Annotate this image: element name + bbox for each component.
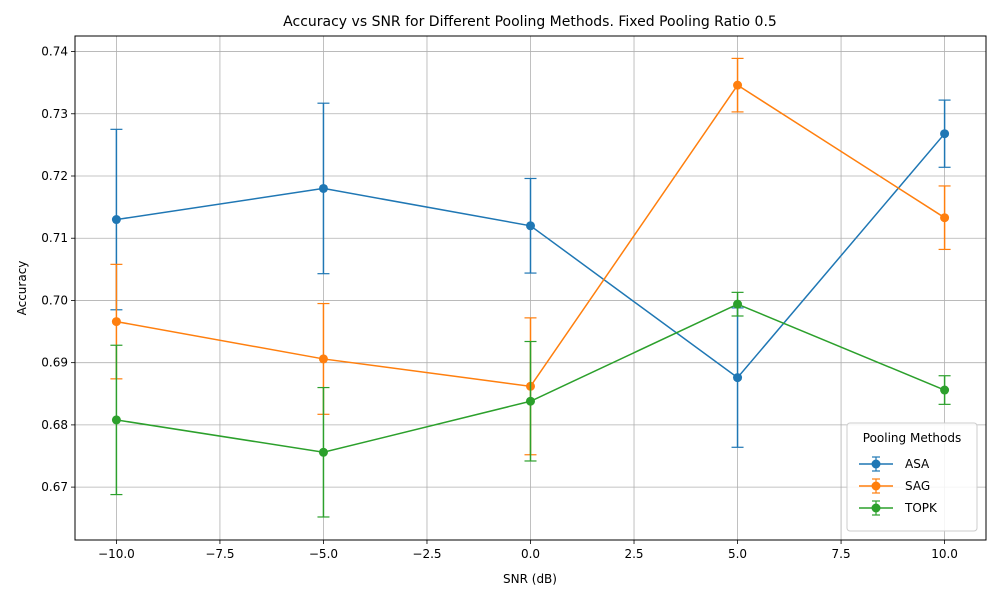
legend-title: Pooling Methods xyxy=(863,431,961,445)
y-tick-label: 0.71 xyxy=(41,231,68,245)
x-tick-label: −10.0 xyxy=(98,547,135,561)
sag-point xyxy=(111,317,121,327)
legend-frame xyxy=(846,422,978,532)
x-axis: −10.0 −7.5 −5.0 −2.5 0.0 2.5 5.0 7.5 10.0 xyxy=(98,540,958,561)
x-tick-label: −2.5 xyxy=(412,547,441,561)
y-tick-label: 0.74 xyxy=(41,45,68,59)
y-tick-label: 0.72 xyxy=(41,169,68,183)
x-tick-label: 5.0 xyxy=(728,547,747,561)
x-tick-label: 2.5 xyxy=(624,547,643,561)
legend-asa-marker xyxy=(871,459,881,469)
topk-point xyxy=(526,396,535,406)
x-tick-label: −7.5 xyxy=(205,547,234,561)
legend-sag-label: SAG xyxy=(905,479,930,493)
topk-point xyxy=(940,385,950,395)
topk-point xyxy=(733,299,743,309)
series-asa xyxy=(110,99,951,448)
legend-topk-label: TOPK xyxy=(904,501,938,515)
y-tick-label: 0.69 xyxy=(41,356,68,370)
x-tick-label: 7.5 xyxy=(832,547,851,561)
topk-point xyxy=(111,415,121,425)
x-tick-label: 0.0 xyxy=(521,547,540,561)
asa-point xyxy=(111,215,121,225)
y-tick-label: 0.67 xyxy=(41,480,68,494)
y-axis: 0.67 0.68 0.69 0.70 0.71 0.72 0.73 0.74 xyxy=(41,45,75,494)
legend-asa-label: ASA xyxy=(905,457,930,471)
y-tick-label: 0.73 xyxy=(41,107,68,121)
legend: Pooling Methods ASA SAG TOPK xyxy=(846,422,978,532)
sag-point xyxy=(940,213,950,223)
sag-point xyxy=(318,354,328,364)
y-tick-label: 0.70 xyxy=(41,293,68,307)
series-topk xyxy=(110,291,951,518)
asa-point xyxy=(940,129,950,139)
chart-title: Accuracy vs SNR for Different Pooling Me… xyxy=(283,14,777,30)
y-tick-label: 0.68 xyxy=(41,418,68,432)
asa-point xyxy=(733,373,743,383)
asa-point xyxy=(318,183,328,193)
asa-point xyxy=(526,221,535,231)
legend-topk-marker xyxy=(871,503,881,513)
plot-series xyxy=(110,57,951,518)
topk-point xyxy=(318,447,328,457)
x-tick-label: −5.0 xyxy=(309,547,338,561)
legend-sag-marker xyxy=(871,481,881,491)
y-axis-title: Accuracy xyxy=(15,261,29,316)
x-axis-title: SNR (dB) xyxy=(503,572,557,586)
x-tick-label: 10.0 xyxy=(931,547,958,561)
sag-point xyxy=(733,80,743,90)
